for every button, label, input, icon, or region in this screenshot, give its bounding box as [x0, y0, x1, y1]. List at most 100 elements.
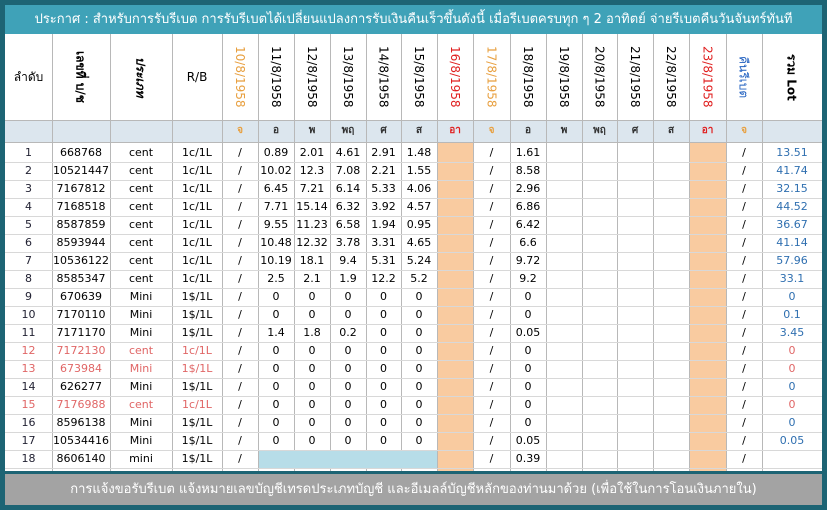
cell: 12 [21, 344, 36, 357]
cell: 1c/1L [182, 200, 212, 213]
cell: 0 [344, 290, 352, 303]
cell: 2.91 [371, 146, 396, 159]
cell: 0 [272, 290, 280, 303]
cell: 6.42 [515, 218, 541, 231]
cell: / [742, 200, 746, 213]
cell: 0 [272, 380, 280, 393]
cell: / [489, 272, 494, 285]
cell: 0.95 [406, 218, 432, 231]
cell: 1.55 [406, 164, 432, 177]
cell: 9.2 [519, 272, 537, 285]
cell: 16 [21, 416, 36, 429]
cell: / [489, 146, 494, 159]
cell: 0 [344, 398, 352, 411]
cell: / [742, 272, 746, 285]
weekday: ศ [631, 125, 639, 136]
cell: 3.78 [335, 236, 361, 249]
cell: 0 [415, 380, 423, 393]
cell: 1c/1L [182, 146, 212, 159]
cell: 7172130 [56, 344, 106, 357]
grid-line [5, 288, 822, 289]
header-text: 12/8/1958 [305, 46, 319, 108]
column-header: 10/8/1958 [222, 34, 258, 120]
weekday: อา [449, 125, 461, 136]
cell: cent [128, 164, 154, 177]
column-header: 12/8/1958 [294, 34, 330, 120]
cell: / [742, 452, 746, 465]
cell: mini [129, 452, 153, 465]
weekday: พ [308, 125, 316, 136]
cell: 668768 [60, 146, 102, 159]
grid-line [5, 234, 822, 235]
cell: cent [128, 236, 154, 249]
weekday: พฤ [593, 125, 606, 136]
cell: 17 [21, 434, 36, 447]
header-text: 14/8/1958 [376, 46, 391, 108]
footer-note: การแจ้งขอรับรีเบต แจ้งหมายเลขบัญชีเทรดปร… [5, 474, 822, 505]
cell: 8596138 [56, 416, 106, 429]
cell: 0 [380, 308, 387, 321]
cell: 7170110 [56, 308, 106, 321]
cell: 4 [25, 200, 32, 213]
cell: / [489, 182, 494, 195]
cell: cent [128, 182, 154, 195]
cell: cent [128, 218, 154, 231]
cell: 0 [308, 308, 316, 321]
cell: 2.01 [299, 146, 325, 159]
cell: 7168518 [56, 200, 106, 213]
column-header: 13/8/1958 [330, 34, 366, 120]
cell: 0.89 [263, 146, 289, 159]
cell: 10.48 [260, 236, 292, 249]
cell: 1.94 [371, 218, 396, 231]
cell: 0 [788, 344, 796, 357]
cell: 0 [272, 416, 280, 429]
column-header: รวม Lot [762, 34, 822, 120]
cell: 7.21 [299, 182, 325, 195]
cell: 0 [415, 416, 423, 429]
cell: 6.32 [335, 200, 361, 213]
cell: / [489, 452, 494, 465]
cell: / [742, 290, 746, 303]
cell: / [742, 380, 746, 393]
cell: 4.65 [406, 236, 432, 249]
header-text: 21/8/1958 [628, 46, 642, 108]
header-text: เลขที่ บ/ช [73, 51, 88, 103]
header-text: 10/8/1958 [233, 46, 247, 108]
cell: 10534416 [53, 434, 109, 447]
cell: / [489, 344, 494, 357]
cell: 8.58 [515, 164, 541, 177]
weekday: ศ [380, 125, 387, 136]
cell: / [489, 416, 494, 429]
cell: 7 [25, 254, 32, 267]
cell: 0 [308, 344, 316, 357]
header-text: 20/8/1958 [592, 46, 607, 108]
cell: / [489, 290, 494, 303]
cell: 9.72 [515, 254, 541, 267]
grid-line [5, 198, 822, 199]
cell: 1$/1L [181, 326, 213, 339]
cell: / [742, 344, 746, 357]
cell: 1$/1L [181, 308, 213, 321]
weekday: ส [415, 125, 423, 136]
cell: 0.1 [783, 308, 801, 321]
header-text: ประเภท [133, 56, 148, 98]
cell: 1.61 [515, 146, 541, 159]
grid-line [5, 270, 822, 271]
cell: 7171170 [56, 326, 106, 339]
cell: 0 [272, 308, 280, 321]
grid-line [5, 414, 822, 415]
cell: 2.21 [371, 164, 396, 177]
cell: 0 [415, 290, 423, 303]
cell: cent [128, 272, 154, 285]
cell: 2.5 [267, 272, 285, 285]
grid-line [5, 360, 822, 361]
cell: 5.24 [406, 254, 432, 267]
cell: 0.39 [515, 452, 541, 465]
cell: 0 [308, 290, 316, 303]
cell: 1c/1L [182, 254, 212, 267]
cell: 10.02 [260, 164, 292, 177]
cell: 33.1 [779, 272, 805, 285]
cell: 0 [524, 344, 532, 357]
column-header: 22/8/1958 [653, 34, 689, 120]
cell: 13 [21, 362, 36, 375]
